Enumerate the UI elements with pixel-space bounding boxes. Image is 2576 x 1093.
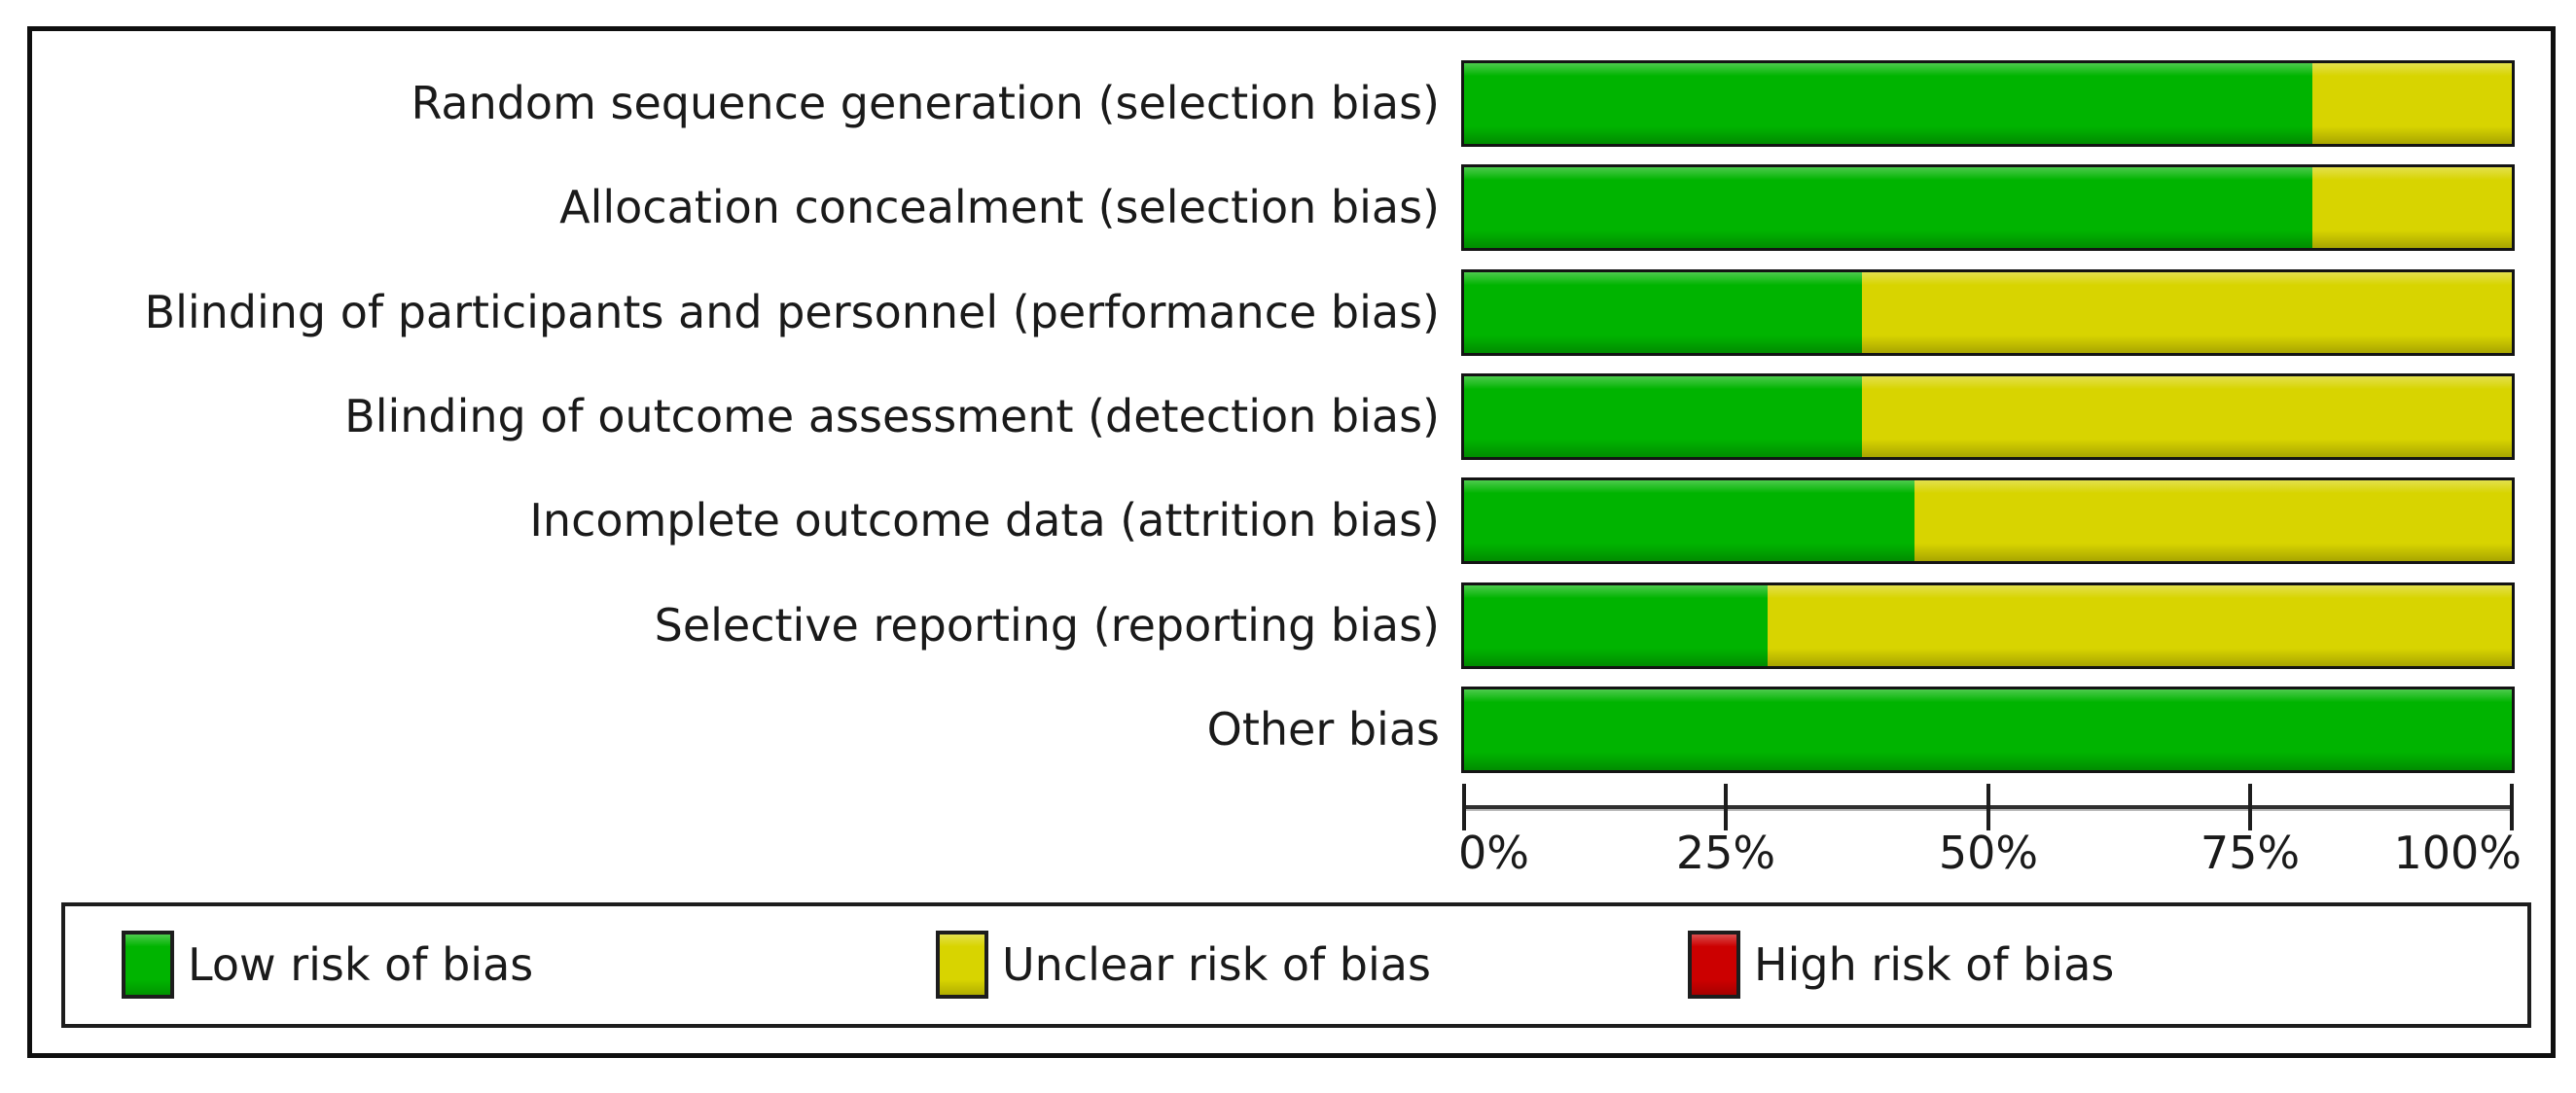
x-axis-tick [1462,784,1466,830]
legend-swatch-low [122,931,174,999]
x-axis-tick [1724,784,1728,830]
bar-segment-unclear [1862,376,2512,457]
category-label: Selective reporting (reporting bias) [654,599,1440,652]
legend-item: Unclear risk of bias [936,931,1431,999]
bars-area [32,31,2551,1053]
x-axis-tick [1986,784,1990,830]
category-label: Blinding of outcome assessment (detectio… [344,390,1440,442]
bar-segment-low [1464,480,1915,561]
bar-segment-unclear [1914,480,2512,561]
bar-segment-unclear [1862,272,2512,353]
category-label: Incomplete outcome data (attrition bias) [529,494,1440,546]
bar-segment-low [1464,585,1769,666]
bar-row [1461,582,2515,669]
category-label: Blinding of participants and personnel (… [144,286,1440,338]
legend-label: Unclear risk of bias [1002,938,1431,991]
bar-row [1461,164,2515,251]
bar-segment-low [1464,689,2512,770]
category-label: Allocation concealment (selection bias) [559,181,1440,233]
x-axis-tick-label: 75% [2200,827,2301,879]
bar-row [1461,269,2515,356]
x-axis-tick-label: 25% [1675,827,1776,879]
legend: Low risk of bias Unclear risk of bias High… [61,902,2531,1028]
x-axis-tick-label: 100% [2393,827,2522,879]
bar-segment-low [1464,376,1863,457]
bar-segment-low [1464,272,1863,353]
bar-segment-low [1464,167,2313,248]
bar-row [1461,687,2515,773]
legend-swatch-unclear [936,931,988,999]
x-axis: 0% 25% 50% 75% 100% [32,31,2551,1053]
bar-row [1461,60,2515,147]
bar-segment-unclear [2312,167,2512,248]
x-axis-tick-label: 50% [1938,827,2039,879]
legend-label: High risk of bias [1754,938,2115,991]
legend-item: Low risk of bias [122,931,533,999]
bar-segment-unclear [1768,585,2512,666]
x-axis-tick [2248,784,2252,830]
category-label: Random sequence generation (selection bi… [411,77,1440,129]
bar-segment-unclear [2312,63,2512,144]
x-axis-tick [2510,784,2514,830]
x-axis-tick-label: 0% [1458,827,1529,879]
legend-swatch-high [1688,931,1740,999]
chart-frame: Random sequence generation (selection bi… [27,26,2556,1058]
legend-label: Low risk of bias [188,938,534,991]
category-labels-column: Random sequence generation (selection bi… [32,31,2551,1053]
legend-item: High risk of bias [1688,931,2114,999]
bar-row [1461,373,2515,460]
bar-segment-low [1464,63,2313,144]
bar-row [1461,477,2515,564]
category-label: Other bias [1206,703,1440,756]
